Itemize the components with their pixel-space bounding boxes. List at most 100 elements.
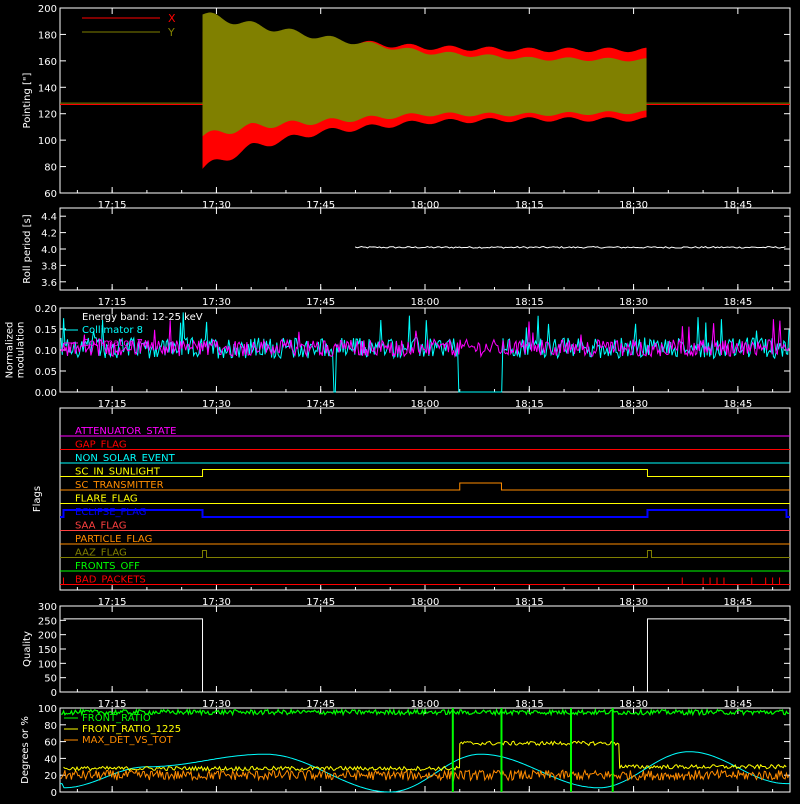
pointing-ytick-label: 80 [44,163,57,174]
modulation-ytick-label: 0.00 [35,388,57,399]
flags-xtick-label: 17:15 [98,597,127,608]
roll-ylabel: Roll period [s] [22,214,33,283]
quality-ytick-label: 300 [38,602,57,613]
modulation-xtick-label: 18:30 [619,399,648,410]
quality-xtick-label: 17:45 [306,699,335,710]
pointing-xtick-label: 17:15 [98,200,127,211]
modulation-legend-label-8: Collimator 8 [82,325,143,336]
quality-ytick-label: 200 [38,631,57,642]
flag-sc-in-sunlight-label: SC_IN_SUNLIGHT [75,467,161,478]
ratios-ytick-label: 40 [44,754,57,765]
ratios-ytick-label: 100 [38,704,57,715]
modulation-xtick-label: 18:15 [515,399,544,410]
flag-aaz-flag-label: AAZ_FLAG [75,548,127,559]
flags-xtick-label: 18:30 [619,597,648,608]
quality-ytick-label: 150 [38,645,57,656]
ratios-angle-line [60,751,790,793]
flag-saa-flag-label: SAA_FLAG [75,521,126,532]
roll-ytick-label: 3.6 [41,278,57,289]
ratios-ytick-label: 60 [44,738,57,749]
roll-ytick-label: 4.2 [41,229,57,240]
pointing-envelope-y [202,12,647,137]
modulation-xtick-label: 17:30 [202,399,231,410]
roll-xtick-label: 18:15 [515,297,544,308]
roll-ytick-label: 3.8 [41,261,57,272]
quality-xtick-label: 17:15 [98,699,127,710]
modulation-xtick-label: 18:45 [723,399,752,410]
quality-xtick-label: 18:30 [619,699,648,710]
ratios-ytick-label: 80 [44,721,57,732]
roll-xtick-label: 17:45 [306,297,335,308]
flags-xtick-label: 17:45 [306,597,335,608]
flag-sc-transmitter-label: SC_TRANSMITTER [75,480,164,491]
pointing-ytick-label: 180 [38,30,57,41]
flags-xtick-label: 18:15 [515,597,544,608]
flag-flare-flag-label: FLARE_FLAG [75,494,138,505]
pointing-series-group [60,12,790,169]
roll-xtick-label: 18:00 [411,297,440,308]
flag-attenuator-state-label: ATTENUATOR_STATE [75,426,176,437]
pointing-ytick-label: 100 [38,136,57,147]
pointing-xtick-label: 18:15 [515,200,544,211]
flag-aaz-flag-line [60,550,790,558]
ratios-legend-label-1: FRONT_RATIO_1225 [82,724,181,735]
modulation-xtick-label: 17:15 [98,399,127,410]
flag-eclipse-flag-line [60,509,790,518]
flags-xtick-label: 17:30 [202,597,231,608]
ratios-front-1225-line [63,740,787,772]
quality-line [63,618,787,693]
quality-ytick-label: 0 [51,688,57,699]
roll-period-line [354,245,786,249]
quality-ytick-label: 250 [38,616,57,627]
pointing-xtick-label: 18:00 [411,200,440,211]
modulation-xtick-label: 17:45 [306,399,335,410]
pointing-legend-label-y: Y [167,26,175,39]
quality-xtick-label: 17:30 [202,699,231,710]
modulation-ylabel: Normalized [5,322,16,379]
roll-xtick-label: 17:30 [202,297,231,308]
quality-xtick-label: 18:00 [411,699,440,710]
flags-xtick-label: 18:45 [723,597,752,608]
ratios-legend-label-0: FRONT_RATIO [82,713,151,724]
pointing-ytick-label: 140 [38,83,57,94]
ratios-legend-label-2: MAX_DET_VS_TOT [82,735,174,746]
flag-sc-transmitter-line [60,482,790,491]
modulation-ytick-label: 0.15 [35,325,57,336]
modulation-energy-band-label: Energy band: 12-25 keV [82,312,203,323]
ratios-ytick-label: 20 [44,771,57,782]
pointing-ytick-label: 200 [38,4,57,15]
modulation-xtick-label: 18:00 [411,399,440,410]
modulation-ytick-label: 0.20 [35,304,57,315]
flag-particle-flag-label: PARTICLE_FLAG [75,534,152,545]
modulation-ylabel: modulation [16,322,27,379]
ratios-max-det-line [60,768,790,782]
modulation-ytick-label: 0.05 [35,367,57,378]
ratios-ytick-label: 0 [51,788,57,799]
modulation-legend-label-7: Collimator 7 [82,338,143,349]
quality-xtick-label: 18:15 [515,699,544,710]
flag-bad-packets-label: BAD_PACKETS [75,575,146,586]
pointing-ytick-label: 120 [38,110,57,121]
flag-gap-flag-label: GAP_FLAG [75,440,127,451]
modulation-collimator-7-line [60,319,790,359]
quality-ytick-label: 100 [38,659,57,670]
pointing-ylabel: Pointing ["] [22,72,33,128]
roll-frame [59,207,791,291]
flag-eclipse-flag-label: ECLIPSE_FLAG [75,507,146,518]
ratios-front-line [60,707,789,717]
quality-xtick-label: 18:45 [723,699,752,710]
flag-non-solar-event-label: NON_SOLAR_EVENT [75,453,176,464]
pointing-xtick-label: 17:45 [306,200,335,211]
quality-ytick-label: 50 [44,674,57,685]
flags-ylabel: Flags [32,486,43,512]
pointing-ytick-label: 60 [44,189,57,200]
quality-ylabel: Quality [22,631,33,667]
roll-ytick-label: 4.0 [41,245,57,256]
roll-xtick-label: 17:15 [98,297,127,308]
flag-sc-in-sunlight-line [60,469,790,477]
pointing-xtick-label: 18:45 [723,200,752,211]
roll-xtick-label: 18:30 [619,297,648,308]
flags-xtick-label: 18:00 [411,597,440,608]
